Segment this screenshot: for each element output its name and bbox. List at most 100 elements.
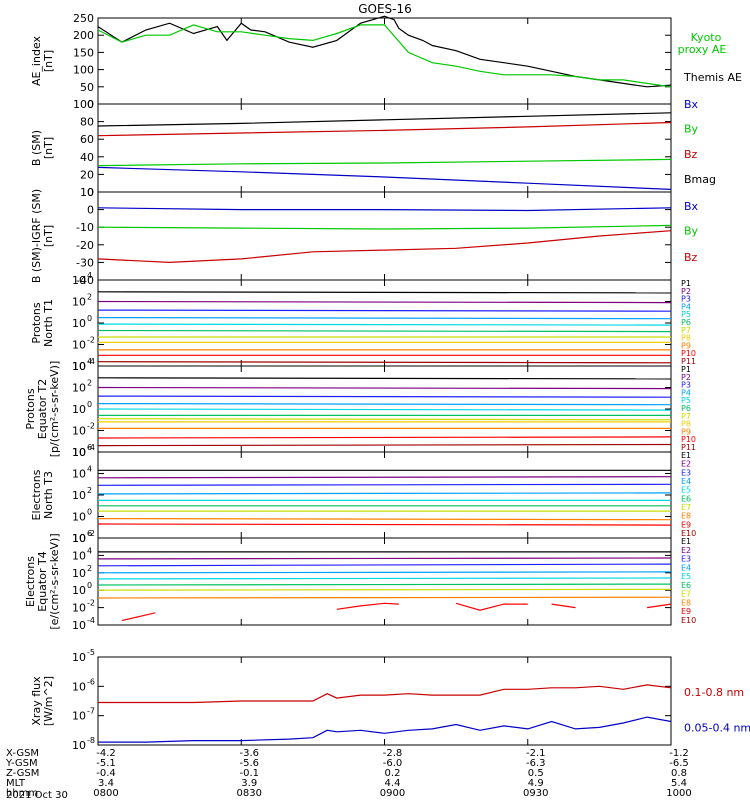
legend-label: 0.05-0.4 nm — [684, 721, 750, 734]
series-line-P3 — [97, 309, 672, 312]
y-tick-label: 10 — [72, 584, 86, 597]
legend-label: E3 — [681, 555, 691, 564]
series-line-E5 — [97, 577, 672, 580]
legend-label: E5 — [681, 572, 691, 581]
x-axis-value: 0900 — [380, 788, 405, 799]
x-axis-value: -0.1 — [239, 768, 259, 779]
date-label: 2021 Oct 30 — [6, 790, 68, 800]
panel-frame — [97, 537, 672, 626]
y-tick-exponent: -4 — [87, 443, 95, 452]
series-line-0.1-0.8 nm — [98, 684, 672, 704]
legend-label: P4 — [681, 388, 691, 397]
y-tick-label: 40 — [80, 151, 94, 164]
series-line-E3 — [97, 563, 672, 567]
series-line-E8 — [97, 596, 672, 599]
y-tick-label: 10 — [72, 619, 86, 632]
series-line-P3 — [97, 395, 672, 398]
x-axis-value: -5.1 — [96, 758, 116, 769]
legend-label: P2 — [681, 287, 691, 296]
series-line-E9d — [551, 603, 576, 609]
y-tick-exponent: 0 — [87, 508, 92, 517]
series-line-E9e — [647, 603, 672, 609]
series-line-P1 — [97, 291, 672, 294]
series-line-P7 — [97, 418, 672, 421]
legend-label: E2 — [681, 546, 691, 555]
x-axis-value: 0.2 — [385, 768, 401, 779]
y-tick-label: 250 — [73, 12, 94, 25]
y-tick-label: 10 — [72, 382, 86, 395]
legend-label: E9 — [681, 607, 691, 616]
y-tick-exponent: -4 — [87, 616, 95, 625]
y-axis-label: [p/(cm²-s-sr-keV)] — [48, 361, 61, 458]
x-axis-value: -0.4 — [96, 768, 116, 779]
y-axis-label: AE_index — [30, 35, 43, 86]
x-axis-value: -6.5 — [669, 758, 689, 769]
y-axis-label: Equator T4 — [36, 551, 49, 611]
legend-label: P7 — [681, 412, 691, 421]
y-tick-exponent: 2 — [87, 293, 92, 302]
series-line-P4 — [97, 403, 672, 406]
legend-label: Themis AE — [683, 71, 742, 84]
y-tick-label: 10 — [72, 360, 86, 373]
y-axis-label: [nT] — [42, 50, 55, 72]
y-tick-label: 10 — [72, 403, 86, 416]
y-axis-label: [e/(cm²-s-sr-keV)] — [48, 533, 61, 629]
series-line-P2 — [97, 386, 672, 390]
y-tick-label: 10 — [80, 186, 94, 199]
y-tick-exponent: 4 — [87, 271, 92, 280]
x-axis-value: -6.0 — [383, 758, 403, 769]
x-axis-value: 0800 — [93, 788, 118, 799]
chart-title: GOES-16 — [358, 2, 412, 16]
series-line-0.05-0.4 nm — [98, 716, 672, 743]
x-axis-row-label: hhmm — [6, 788, 38, 799]
y-axis-label: Xray flux — [30, 676, 43, 726]
legend-label: E7 — [681, 590, 691, 599]
x-axis-value: 0830 — [237, 788, 262, 799]
legend-label: E1 — [681, 537, 691, 546]
y-tick-label: 10 — [72, 532, 86, 545]
y-tick-label: 200 — [73, 29, 94, 42]
y-tick-label: 10 — [72, 602, 86, 615]
y-tick-label: 50 — [80, 81, 94, 94]
series-line-P10 — [97, 436, 672, 439]
y-tick-label: 60 — [80, 133, 94, 146]
x-axis-row-label: X-GSM — [6, 748, 39, 759]
legend-label: P6 — [681, 318, 691, 327]
x-axis-row-label: Z-GSM — [6, 768, 39, 779]
x-axis-value: 0.5 — [528, 768, 544, 779]
y-axis-label: Electrons — [30, 469, 43, 520]
y-tick-label: 10 — [72, 567, 86, 580]
y-tick-label: 0 — [87, 204, 94, 217]
x-axis-row-label: Y-GSM — [5, 758, 38, 769]
legend-label: P6 — [681, 404, 691, 413]
legend-label: P2 — [681, 373, 691, 382]
y-tick-label: 10 — [72, 317, 86, 330]
y-tick-exponent: 6 — [87, 529, 92, 538]
legend-label: By — [684, 225, 699, 238]
y-tick-exponent: 6 — [87, 443, 92, 452]
legend-label: E9 — [681, 520, 691, 529]
legend-label: P3 — [681, 295, 691, 304]
x-axis-value: -1.2 — [669, 748, 689, 759]
x-axis-value: 0.8 — [671, 768, 687, 779]
y-tick-exponent: -5 — [87, 648, 95, 657]
y-tick-label: 10 — [72, 468, 86, 481]
y-axis-label: Protons — [30, 302, 43, 343]
x-axis-value: 3.9 — [241, 778, 257, 789]
y-tick-exponent: -6 — [87, 677, 95, 686]
legend-label: P9 — [681, 427, 691, 436]
x-axis-value: -3.6 — [239, 748, 259, 759]
legend-label: P11 — [681, 357, 696, 366]
legend-label: Bx — [684, 200, 699, 213]
legend-label: E8 — [681, 598, 691, 607]
y-tick-exponent: 4 — [87, 357, 92, 366]
x-axis-value: 5.4 — [671, 778, 687, 789]
legend-label: P9 — [681, 341, 691, 350]
legend-label: P4 — [681, 302, 691, 311]
